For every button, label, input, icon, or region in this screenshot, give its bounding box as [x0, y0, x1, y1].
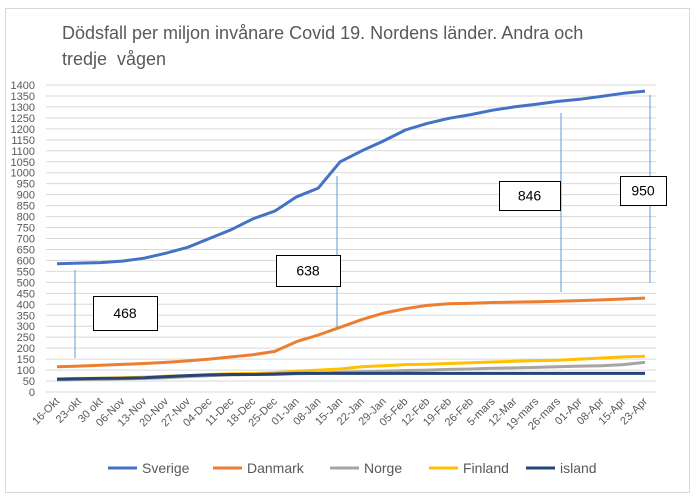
y-tick-label: 800: [17, 212, 35, 224]
y-tick-label: 100: [17, 365, 35, 377]
annotation-box: [276, 255, 341, 287]
y-tick-label: 1200: [11, 124, 35, 136]
annotation-box: [93, 296, 158, 331]
annotation-box: [620, 176, 667, 206]
legend-label: Danmark: [247, 460, 305, 476]
y-tick-label: 700: [17, 234, 35, 246]
y-tick-label: 1100: [11, 146, 35, 158]
chart-frame: [5, 8, 690, 493]
annotation-text: 468: [113, 305, 137, 321]
y-tick-label: 1300: [11, 102, 35, 114]
y-tick-label: 50: [23, 376, 35, 388]
annotation-text: 950: [631, 183, 655, 199]
y-tick-label: 400: [17, 299, 35, 311]
annotation-text: 846: [518, 188, 542, 204]
y-tick-label: 1050: [11, 157, 35, 169]
y-tick-label: 1250: [11, 113, 35, 125]
legend-label: Norge: [364, 460, 402, 476]
chart-title: Dödsfall per miljon invånare Covid 19. N…: [62, 23, 584, 69]
y-tick-label: 650: [17, 244, 35, 256]
y-tick-label: 0: [29, 387, 35, 399]
y-tick-label: 150: [17, 354, 35, 366]
legend-label: Sverige: [142, 460, 190, 476]
annotation-box: [499, 181, 561, 211]
y-tick-label: 450: [17, 288, 35, 300]
y-tick-label: 1350: [11, 91, 35, 103]
y-tick-label: 1400: [11, 80, 35, 92]
y-tick-label: 500: [17, 277, 35, 289]
y-tick-label: 850: [17, 201, 35, 213]
y-tick-label: 950: [17, 179, 35, 191]
legend-label: Finland: [463, 460, 509, 476]
y-tick-label: 900: [17, 190, 35, 202]
annotation-text: 638: [296, 263, 320, 279]
y-tick-label: 550: [17, 266, 35, 278]
y-tick-label: 750: [17, 223, 35, 235]
y-tick-label: 250: [17, 332, 35, 344]
y-tick-label: 300: [17, 321, 35, 333]
y-tick-label: 1150: [11, 135, 35, 147]
y-tick-label: 1000: [11, 168, 35, 180]
y-tick-label: 200: [17, 343, 35, 355]
legend-label: island: [560, 460, 597, 476]
series-line: [56, 89, 646, 266]
series-line: [56, 371, 645, 381]
series-line: [56, 296, 646, 369]
y-tick-label: 600: [17, 255, 35, 267]
y-tick-label: 350: [17, 310, 35, 322]
